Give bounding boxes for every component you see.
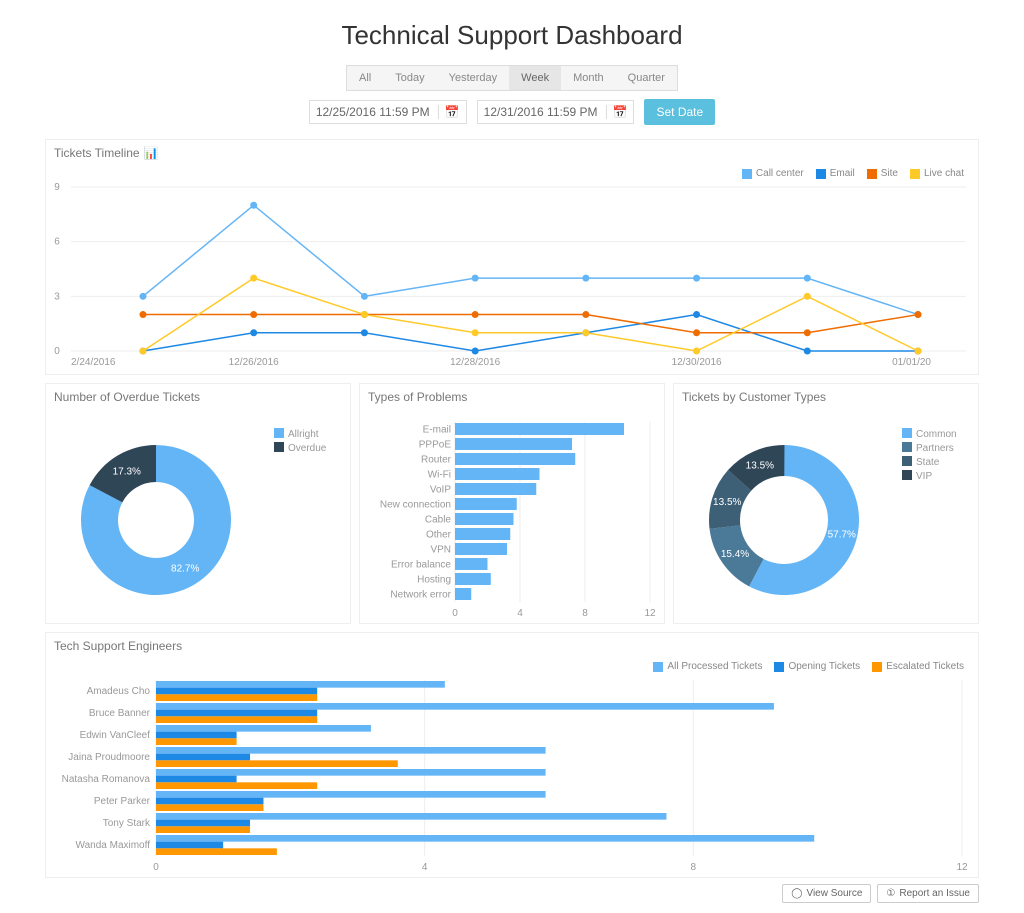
timeline-legend: Call center Email Site Live chat — [46, 166, 978, 181]
legend-item[interactable]: Escalated Tickets — [872, 661, 964, 672]
timeline-title: Tickets Timeline 📊 — [46, 140, 978, 166]
svg-text:Natasha Romanova: Natasha Romanova — [62, 774, 151, 785]
svg-text:New connection: New connection — [380, 500, 451, 511]
timeline-panel: Tickets Timeline 📊 Call center Email Site L… — [45, 139, 979, 375]
calendar-icon: 📅 — [606, 105, 628, 119]
date-range-row: 12/25/2016 11:59 PM 📅 12/31/2016 11:59 P… — [309, 99, 715, 125]
svg-text:8: 8 — [691, 862, 697, 873]
footer-buttons: ◯ View Source ① Report an Issue — [0, 878, 1024, 913]
svg-text:17.3%: 17.3% — [113, 467, 141, 478]
svg-text:6: 6 — [54, 237, 60, 248]
customer-types-panel: Tickets by Customer Types 57.7% 15.4% 13.5… — [673, 383, 979, 624]
svg-text:E-mail: E-mail — [423, 425, 451, 436]
overdue-chart: 82.7% 17.3% Allright Overdue — [46, 410, 348, 620]
svg-text:VPN: VPN — [430, 545, 451, 556]
timeline-chart: 0 3 6 9 2/24/2016 12/26/2016 12/28/2016 12/30/2… — [46, 181, 976, 371]
svg-text:Wi-Fi: Wi-Fi — [428, 470, 451, 481]
svg-text:Allright: Allright — [288, 429, 319, 440]
svg-text:82.7%: 82.7% — [171, 563, 199, 574]
svg-text:12/26/2016: 12/26/2016 — [229, 357, 279, 368]
calendar-icon: 📅 — [438, 105, 460, 119]
svg-text:01/01/20: 01/01/20 — [892, 357, 931, 368]
svg-text:3: 3 — [54, 291, 60, 302]
set-date-button[interactable]: Set Date — [644, 99, 715, 125]
customer-types-title: Tickets by Customer Types — [674, 384, 978, 410]
svg-text:VoIP: VoIP — [430, 485, 451, 496]
github-icon: ◯ — [791, 888, 802, 899]
date-to-input[interactable]: 12/31/2016 11:59 PM 📅 — [477, 100, 635, 124]
svg-text:15.4%: 15.4% — [721, 549, 749, 560]
svg-text:Edwin VanCleef: Edwin VanCleef — [80, 730, 151, 741]
filter-controls: AllTodayYesterdayWeekMonthQuarter 12/25/… — [0, 65, 1024, 125]
customer-types-chart: 57.7% 15.4% 13.5% 13.5% Common Partners State V… — [674, 410, 976, 620]
svg-text:Router: Router — [421, 455, 452, 466]
warning-icon: ① — [886, 888, 895, 899]
time-range-tab-month[interactable]: Month — [561, 66, 616, 90]
svg-text:Wanda Maximoff: Wanda Maximoff — [76, 840, 151, 851]
svg-text:0: 0 — [54, 346, 60, 357]
svg-text:13.5%: 13.5% — [746, 461, 774, 472]
legend-item[interactable]: Site — [867, 168, 898, 179]
svg-text:Bruce Banner: Bruce Banner — [89, 708, 151, 719]
svg-text:Other: Other — [426, 530, 452, 541]
problems-chart: 0 4 8 12 E-mail PPPoE Router Wi-Fi VoIP New conne… — [360, 410, 662, 620]
legend-item[interactable]: Call center — [742, 168, 804, 179]
svg-text:12/30/2016: 12/30/2016 — [672, 357, 722, 368]
svg-text:0: 0 — [452, 608, 458, 619]
overdue-panel: Number of Overdue Tickets 82.7% 17.3% Allr… — [45, 383, 351, 624]
problems-panel: Types of Problems 0 4 8 12 E-mail PPPoE Router… — [359, 383, 665, 624]
svg-text:12: 12 — [644, 608, 656, 619]
svg-text:PPPoE: PPPoE — [419, 440, 452, 451]
legend-item[interactable]: Opening Tickets — [774, 661, 860, 672]
svg-text:State: State — [916, 457, 940, 468]
engineers-panel: Tech Support Engineers All Processed Tic… — [45, 632, 979, 878]
time-range-tab-all[interactable]: All — [347, 66, 383, 90]
svg-text:Network error: Network error — [390, 590, 451, 601]
svg-text:13.5%: 13.5% — [713, 497, 741, 508]
time-range-tab-quarter[interactable]: Quarter — [616, 66, 677, 90]
date-from-value: 12/25/2016 11:59 PM — [316, 105, 430, 119]
time-range-tab-yesterday[interactable]: Yesterday — [437, 66, 510, 90]
svg-text:57.7%: 57.7% — [828, 529, 856, 540]
svg-text:4: 4 — [517, 608, 523, 619]
report-issue-button[interactable]: ① Report an Issue — [877, 884, 979, 903]
svg-text:Error balance: Error balance — [391, 560, 451, 571]
svg-text:Cable: Cable — [425, 515, 452, 526]
svg-text:8: 8 — [582, 608, 588, 619]
svg-text:2/24/2016: 2/24/2016 — [71, 357, 116, 368]
time-range-tab-week[interactable]: Week — [509, 66, 561, 90]
svg-text:Partners: Partners — [916, 443, 954, 454]
svg-text:12/28/2016: 12/28/2016 — [450, 357, 500, 368]
time-range-tabs: AllTodayYesterdayWeekMonthQuarter — [346, 65, 678, 91]
engineers-title: Tech Support Engineers — [46, 633, 978, 659]
date-to-value: 12/31/2016 11:59 PM — [484, 105, 598, 119]
svg-text:9: 9 — [54, 182, 60, 193]
svg-text:Jaina Proudmoore: Jaina Proudmoore — [68, 752, 150, 763]
legend-item[interactable]: Email — [816, 168, 855, 179]
legend-item[interactable]: All Processed Tickets — [653, 661, 762, 672]
view-source-button[interactable]: ◯ View Source — [782, 884, 871, 903]
chart-icon: 📊 — [144, 146, 159, 160]
svg-text:4: 4 — [422, 862, 428, 873]
svg-text:Hosting: Hosting — [417, 575, 451, 586]
engineers-legend: All Processed Tickets Opening Tickets Esca… — [46, 659, 978, 674]
overdue-title: Number of Overdue Tickets — [46, 384, 350, 410]
svg-text:Overdue: Overdue — [288, 443, 327, 454]
svg-text:Amadeus Cho: Amadeus Cho — [87, 686, 151, 697]
page-title: Technical Support Dashboard — [0, 0, 1024, 65]
svg-text:12: 12 — [956, 862, 968, 873]
svg-text:0: 0 — [153, 862, 159, 873]
date-from-input[interactable]: 12/25/2016 11:59 PM 📅 — [309, 100, 467, 124]
svg-text:Peter Parker: Peter Parker — [94, 796, 151, 807]
engineers-chart: 0 4 8 12 Amadeus Cho Bruce Banner Edwin VanCle… — [46, 674, 976, 874]
svg-text:Tony Stark: Tony Stark — [103, 818, 151, 829]
svg-text:VIP: VIP — [916, 471, 932, 482]
svg-text:Common: Common — [916, 429, 957, 440]
legend-item[interactable]: Live chat — [910, 168, 964, 179]
problems-title: Types of Problems — [360, 384, 664, 410]
time-range-tab-today[interactable]: Today — [383, 66, 436, 90]
